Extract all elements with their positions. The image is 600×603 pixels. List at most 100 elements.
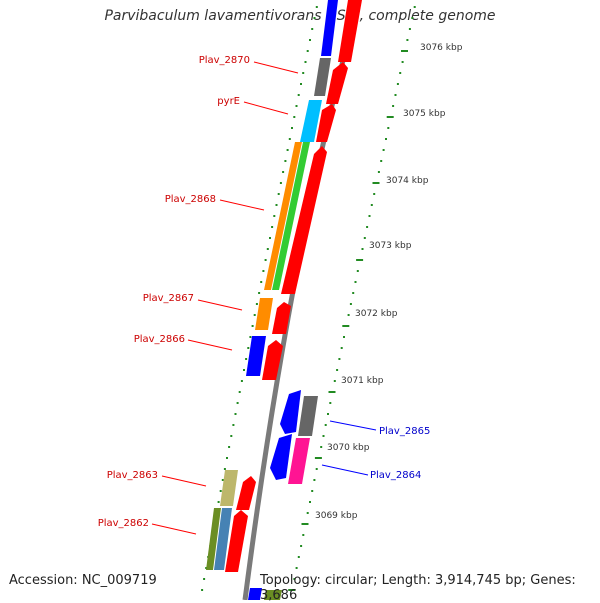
tick-mark — [356, 270, 359, 272]
tick-mark — [413, 6, 416, 8]
genome-summary-text: Topology: circular; Length: 3,914,745 bp… — [260, 573, 576, 603]
tick-mark — [238, 391, 241, 393]
tick-mark — [203, 578, 206, 580]
gene-arrow-2868 — [281, 146, 327, 294]
feature-orange-2867 — [255, 298, 273, 330]
tick-mark — [271, 226, 274, 228]
tick-mark — [324, 424, 327, 426]
tick-mark — [394, 94, 397, 96]
tick-mark — [356, 259, 364, 261]
gene-label-plav-2866: Plav_2866 — [134, 334, 185, 345]
gene-label-plav-2870: Plav_2870 — [199, 55, 250, 66]
scale-label: 3071 kbp — [341, 376, 384, 386]
tick-mark — [291, 127, 293, 129]
tick-mark — [293, 116, 296, 118]
tick-mark — [273, 215, 276, 217]
feature-green-2868 — [272, 142, 310, 290]
forward-strand-features — [225, 0, 362, 572]
gene-label-plav-2864: Plav_2864 — [370, 470, 421, 481]
tick-mark — [340, 347, 343, 349]
feature-blue-2865 — [280, 390, 301, 434]
tick-mark — [295, 105, 298, 107]
tick-mark — [201, 589, 204, 591]
feature-orange-2868 — [264, 142, 302, 290]
tick-mark — [249, 336, 252, 338]
feature-olive-bottom — [264, 590, 282, 600]
tick-mark — [297, 94, 300, 96]
tick-mark — [406, 39, 409, 41]
tick-mark — [313, 17, 316, 19]
tick-mark — [315, 468, 318, 470]
tick-mark — [320, 446, 323, 448]
tick-mark — [247, 347, 250, 349]
tick-mark — [377, 171, 380, 173]
tick-mark — [275, 204, 278, 206]
tick-mark — [309, 39, 311, 41]
tick-mark — [258, 292, 261, 294]
tick-mark — [279, 182, 282, 184]
gene-label-plav-2868: Plav_2868 — [165, 194, 216, 205]
feature-magenta-2864 — [288, 438, 310, 484]
callout-line — [321, 464, 369, 476]
tick-mark — [288, 589, 296, 591]
gene-label-plav-2867: Plav_2867 — [143, 293, 194, 304]
callout-lines — [151, 61, 377, 535]
feature-blue-top — [321, 0, 338, 56]
callout-line — [329, 420, 377, 431]
feature-cyan-pyrE — [300, 100, 322, 142]
tick-mark — [349, 303, 352, 305]
tick-mark — [269, 237, 271, 239]
tick-mark — [228, 446, 231, 448]
tick-mark — [311, 28, 314, 30]
tick-mark — [297, 556, 300, 558]
tick-mark — [309, 501, 311, 503]
tick-mark — [314, 457, 322, 459]
tick-mark — [266, 248, 269, 250]
tick-mark — [226, 457, 228, 459]
feature-blue-2866 — [246, 336, 266, 376]
tick-mark — [306, 50, 309, 52]
tick-mark — [313, 479, 316, 481]
tick-mark — [396, 83, 399, 85]
gene-arrow-2870 — [326, 62, 348, 104]
tick-mark — [354, 281, 357, 283]
scale-label: 3069 kbp — [315, 511, 358, 521]
tick-mark — [240, 380, 243, 382]
tick-mark — [372, 182, 380, 184]
tick-mark — [361, 248, 364, 250]
tick-mark — [277, 193, 280, 195]
scale-label: 3073 kbp — [369, 241, 412, 251]
tick-mark — [255, 303, 258, 305]
tick-mark — [253, 314, 256, 316]
tick-mark — [264, 259, 267, 261]
tick-mark — [217, 501, 220, 503]
gene-arrow-2867 — [272, 302, 291, 334]
gene-label-plav-2862: Plav_2862 — [98, 518, 149, 529]
tick-mark — [306, 512, 309, 514]
tick-mark — [304, 61, 307, 63]
tick-mark — [230, 435, 233, 437]
tick-mark — [302, 72, 305, 74]
tick-mark — [315, 6, 318, 8]
tick-mark — [370, 204, 373, 206]
tick-mark — [347, 314, 350, 316]
tick-mark — [311, 490, 314, 492]
reverse-strand-features — [206, 0, 338, 600]
tick-mark — [221, 479, 224, 481]
callout-line — [253, 61, 299, 74]
tick-mark — [343, 336, 345, 338]
accession-text: Accession: NC_009719 — [9, 573, 157, 588]
tick-mark — [293, 578, 296, 580]
tick-mark — [295, 567, 298, 569]
tick-mark — [219, 490, 222, 492]
gene-label-plav-2863: Plav_2863 — [107, 470, 158, 481]
tick-mark — [300, 83, 302, 85]
tick-mark — [401, 50, 408, 52]
tick-mark — [260, 281, 263, 283]
callout-line — [187, 339, 233, 351]
tick-mark — [262, 270, 265, 272]
tick-mark — [380, 160, 383, 162]
tick-mark — [288, 138, 291, 140]
tick-mark — [301, 523, 309, 525]
gene-arrow-2862 — [225, 510, 248, 572]
